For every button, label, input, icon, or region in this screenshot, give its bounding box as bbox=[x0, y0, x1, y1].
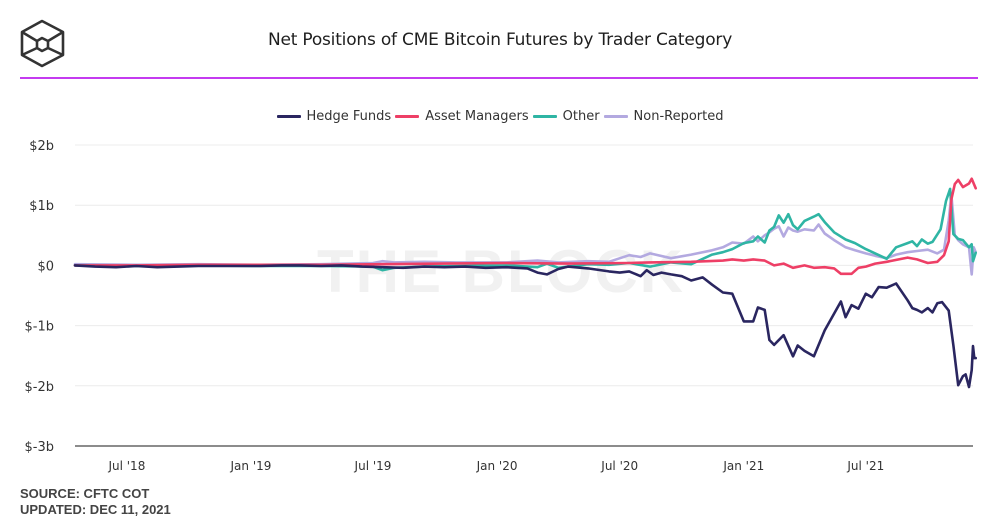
series-line-asset-managers bbox=[73, 177, 977, 276]
source-label: SOURCE: CFTC COT bbox=[20, 486, 150, 501]
legend-label: Hedge Funds bbox=[306, 109, 392, 124]
chart-legend: Hedge Funds Asset Managers Other Non-Report… bbox=[0, 107, 1000, 124]
series-line-hedge-funds bbox=[73, 264, 977, 389]
x-tick-label: Jan '21 bbox=[722, 459, 764, 473]
y-tick-label: $-1b bbox=[25, 320, 55, 335]
legend-item-non-reported[interactable]: Non-Reported bbox=[603, 109, 724, 124]
y-tick-label: $-3b bbox=[25, 440, 55, 455]
legend-item-hedge-funds[interactable]: Hedge Funds bbox=[276, 109, 392, 124]
legend-item-other[interactable]: Other bbox=[532, 109, 600, 124]
x-tick-label: Jul '21 bbox=[846, 459, 884, 473]
legend-swatch bbox=[532, 115, 557, 118]
legend-swatch bbox=[395, 115, 420, 118]
legend-label: Asset Managers bbox=[425, 109, 529, 124]
legend-label: Other bbox=[562, 109, 600, 124]
x-tick-label: Jul '20 bbox=[600, 459, 638, 473]
y-tick-label: $2b bbox=[29, 139, 54, 154]
x-tick-label: Jan '19 bbox=[230, 459, 272, 473]
chart-footer: SOURCE: CFTC COT UPDATED: DEC 11, 2021 bbox=[20, 486, 171, 518]
legend-label: Non-Reported bbox=[633, 109, 724, 124]
updated-label: UPDATED: DEC 11, 2021 bbox=[20, 502, 171, 517]
x-tick-label: Jan '20 bbox=[476, 459, 518, 473]
header-divider bbox=[20, 77, 978, 79]
x-tick-label: Jul '19 bbox=[354, 459, 392, 473]
legend-swatch bbox=[603, 115, 628, 118]
legend-swatch bbox=[276, 115, 301, 118]
cube-logo-icon bbox=[18, 18, 68, 68]
y-tick-label: $0 bbox=[37, 259, 54, 274]
y-tick-label: $-2b bbox=[25, 380, 55, 395]
y-tick-label: $1b bbox=[29, 199, 54, 214]
series-line-other bbox=[73, 187, 977, 272]
x-tick-label: Jul '18 bbox=[107, 459, 145, 473]
legend-item-asset-managers[interactable]: Asset Managers bbox=[395, 109, 529, 124]
chart-title: Net Positions of CME Bitcoin Futures by … bbox=[267, 30, 733, 50]
